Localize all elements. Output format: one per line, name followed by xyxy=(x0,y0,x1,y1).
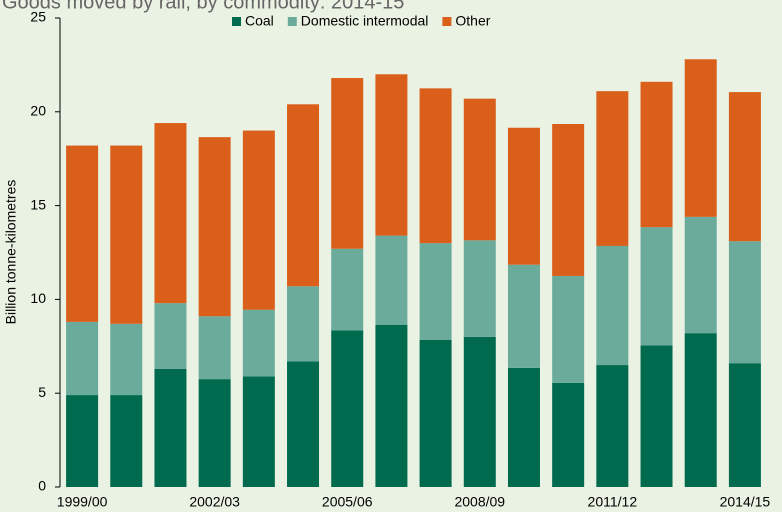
bar-segment xyxy=(375,324,408,487)
bar-segment xyxy=(198,379,231,487)
y-tick-label: 20 xyxy=(30,103,46,119)
legend-label: Domestic intermodal xyxy=(301,13,429,29)
bar-segment xyxy=(154,123,187,304)
bar-segment xyxy=(375,235,408,325)
bar-segment xyxy=(66,321,99,396)
bar-segment xyxy=(154,368,187,487)
bar-segment xyxy=(728,363,761,487)
bar-segment xyxy=(242,309,275,377)
bar-segment xyxy=(287,104,320,287)
bar-segment xyxy=(552,123,585,276)
x-tick-label: 2011/12 xyxy=(588,494,638,510)
bar-segment xyxy=(66,145,99,322)
x-tick-label: 2005/06 xyxy=(322,494,373,510)
bar-segment xyxy=(110,323,143,396)
bar-segment xyxy=(463,336,496,487)
bar-segment xyxy=(375,74,408,236)
legend-swatch xyxy=(287,17,297,26)
y-tick-label: 10 xyxy=(30,290,46,306)
bar-segment xyxy=(110,395,143,487)
bar-segment xyxy=(640,81,673,228)
bar-segment xyxy=(596,91,629,246)
x-tick-label: 1999/00 xyxy=(57,494,108,510)
bar-segment xyxy=(507,127,540,265)
bar-segment xyxy=(242,130,275,310)
bar-segment xyxy=(198,137,231,317)
legend-swatch xyxy=(232,17,241,26)
bar-segment xyxy=(331,248,364,331)
bar-segment xyxy=(66,395,99,487)
bar-segment xyxy=(287,361,320,487)
bar-segment xyxy=(640,345,673,487)
bar-segment xyxy=(507,264,540,368)
bar-segment xyxy=(463,98,496,241)
x-tick-label: 2002/03 xyxy=(189,494,240,510)
bar-segment xyxy=(552,275,585,383)
bar-segment xyxy=(728,241,761,364)
bar-segment xyxy=(419,339,452,487)
y-tick-label: 0 xyxy=(38,478,46,494)
bar-segment xyxy=(198,316,231,380)
y-tick-label: 25 xyxy=(30,9,46,25)
y-axis-label: Billion tonne-kilometres xyxy=(3,180,19,325)
y-tick-label: 5 xyxy=(38,384,46,400)
bar-segment xyxy=(463,240,496,337)
bar-segment xyxy=(640,227,673,346)
legend-label: Coal xyxy=(245,13,274,29)
x-tick-label: 2008/09 xyxy=(454,494,505,510)
bar-segment xyxy=(419,88,452,244)
chart-title: Goods moved by rail, by commodity: 2014-… xyxy=(2,0,404,13)
y-tick-label: 15 xyxy=(30,196,46,212)
bar-segment xyxy=(684,216,717,334)
legend-swatch xyxy=(442,17,452,26)
bar-segment xyxy=(287,286,320,362)
bar-segment xyxy=(507,367,540,487)
bar-segment xyxy=(242,376,275,487)
x-tick-label: 2014/15 xyxy=(720,494,771,510)
bar-segment xyxy=(419,243,452,340)
bar-segment xyxy=(552,382,585,487)
bar-segment xyxy=(154,303,187,369)
bar-segment xyxy=(110,145,143,324)
bar-segment xyxy=(728,92,761,242)
bar-segment xyxy=(331,78,364,249)
bar-segment xyxy=(596,365,629,487)
bar-segment xyxy=(331,330,364,487)
legend-label: Other xyxy=(455,13,490,29)
bar-segment xyxy=(596,245,629,366)
bar-segment xyxy=(684,333,717,487)
bar-segment xyxy=(684,59,717,217)
